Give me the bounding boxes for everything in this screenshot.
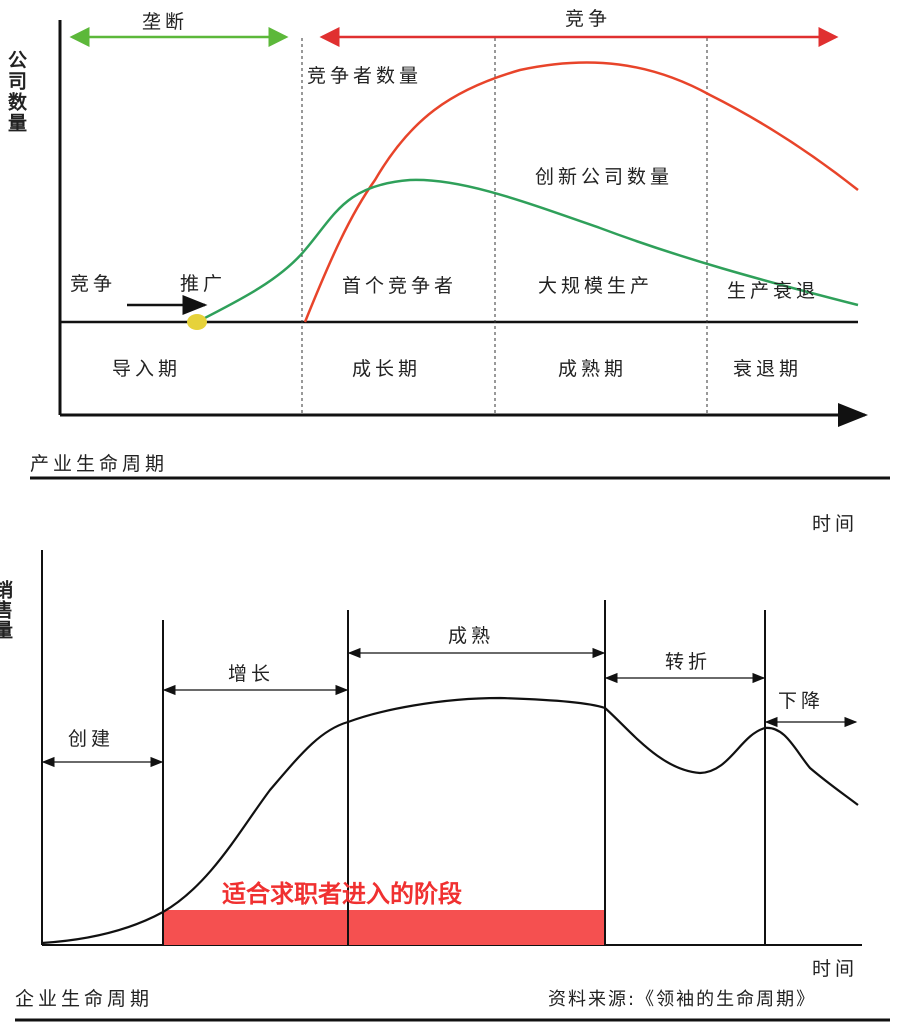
stage-label: 衰退期: [733, 358, 802, 380]
phase-label: 转折: [665, 651, 711, 673]
enterprise-x-axis-label: 时间: [812, 958, 858, 980]
stage-label: 导入期: [112, 358, 181, 380]
first-competitor-label: 首个竞争者: [342, 275, 457, 297]
enterprise-title: 企业生命周期: [15, 988, 153, 1010]
stage-label: 成长期: [352, 358, 421, 380]
mass-production-label: 大规模生产: [538, 275, 653, 297]
production-decline-label: 生产衰退: [727, 280, 819, 302]
industry-title: 产业生命周期: [30, 453, 168, 475]
competitors-curve: [303, 61, 859, 323]
stage-label: 成熟期: [558, 358, 627, 380]
promotion-label: 推广: [180, 273, 226, 295]
industry-lifecycle-chart: 公司数量 垄断 竞争 竞争者数量 创新公司数量 竞争 推广 首个竞争者 大规模生…: [5, 8, 890, 535]
recommended-stage-label: 适合求职者进入的阶段: [222, 880, 462, 908]
industry-x-axis-label: 时间: [812, 513, 858, 535]
monopoly-label: 垄断: [142, 11, 188, 33]
source-note: 资料来源:《领袖的生命周期》: [548, 989, 816, 1010]
sales-curve: [41, 696, 859, 945]
y-axis-label: 销售量: [0, 579, 14, 640]
phase-label: 成熟: [448, 625, 494, 647]
competitors-count-label: 竞争者数量: [307, 65, 422, 87]
enterprise-lifecycle-chart: 销售量 创建 增长 成熟 转折 下降 适合求职者进入的阶段 时间 企业生命周期 …: [0, 550, 890, 1022]
competition-label: 竞争: [565, 8, 611, 30]
phase-label: 下降: [778, 690, 824, 712]
phase-label: 增长: [228, 663, 274, 685]
y-axis-label: 公司数量: [5, 50, 27, 134]
recommended-stage-bar: [163, 910, 605, 945]
entry-point-dot: [187, 314, 207, 330]
innovators-count-label: 创新公司数量: [535, 166, 673, 188]
phase-label: 创建: [68, 728, 114, 750]
innovators-curve: [196, 178, 859, 324]
competition-left-label: 竞争: [70, 273, 116, 295]
